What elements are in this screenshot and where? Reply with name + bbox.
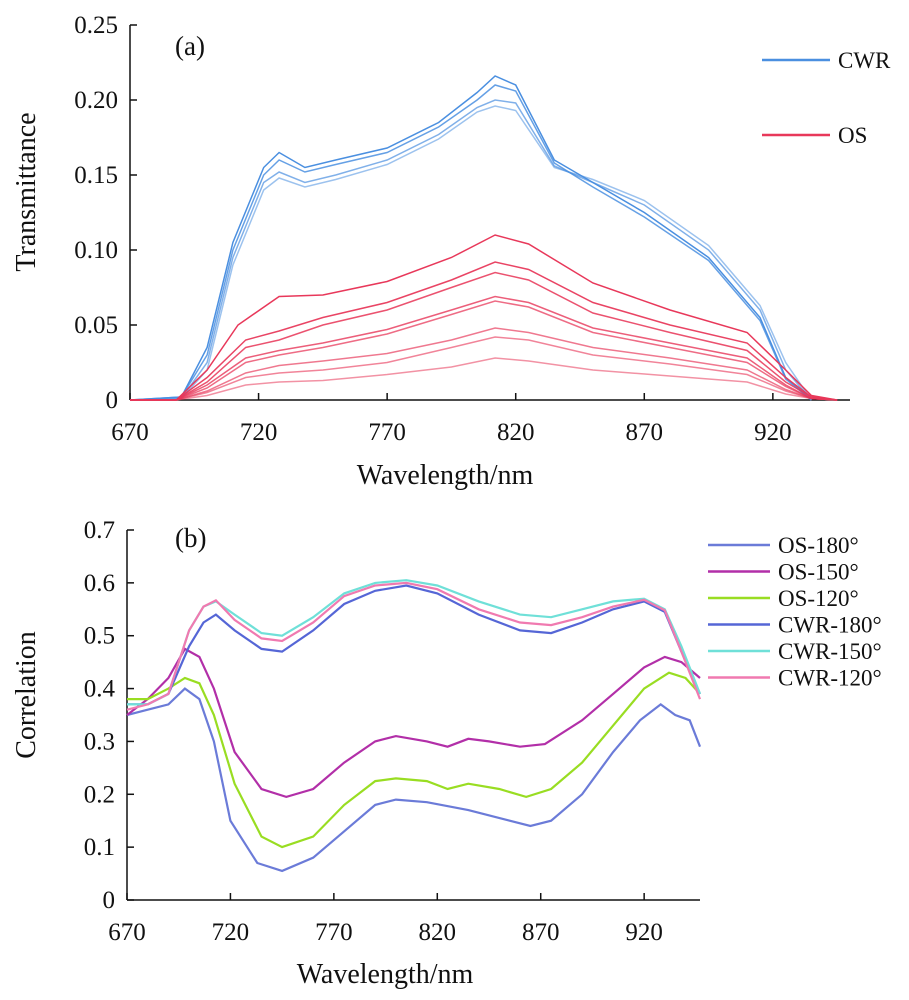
panel-b-correlation-chart: 0 0.1 0.2 0.3 0.4 0.5 0.6 0.7 670 720 770 820 870 92…	[11, 517, 882, 990]
panel-b-x-axis-title: Wavelength/nm	[297, 959, 474, 990]
panel-b-y-tick-label: 0.1	[84, 834, 115, 861]
panel-b-y-tick-label: 0.4	[84, 676, 116, 703]
panel-b-y-tick-label: 0.6	[84, 570, 115, 597]
panel-b-y-axis-title: Correlation	[11, 631, 42, 759]
panel-b-y-tick-label: 0.5	[84, 623, 115, 650]
panel-a-y-tick-label: 0.20	[74, 87, 118, 114]
panel-a-x-tick-label: 920	[754, 419, 792, 446]
panel-a-series-line-cwr-3	[129, 105, 813, 401]
panel-a-legend-label: CWR	[838, 48, 891, 73]
panel-b-x-tick-label: 670	[108, 919, 146, 946]
panel-a-series-line-os-3	[130, 295, 838, 401]
panel-b-legend-label: CWR-120°	[778, 666, 882, 691]
panel-a-series-line-os-0	[130, 234, 838, 401]
panel-a-y-tick-label: 0.15	[74, 162, 118, 189]
panel-a-series-line-os-7	[130, 357, 838, 401]
panel-b-label: (b)	[175, 523, 206, 553]
panel-a-series-line-os-4	[130, 300, 838, 401]
panel-a-x-tick-label: 870	[626, 419, 664, 446]
panel-a-x-axis-title: Wavelength/nm	[357, 460, 534, 491]
panel-b-series-line-cwr-120--0	[126, 581, 702, 711]
panel-b-legend-label: OS-150°	[778, 560, 859, 585]
panel-a-x-tick-label: 670	[111, 419, 149, 446]
panel-a-y-axis-title: Transmittance	[11, 112, 42, 271]
panel-b-series-line-os-150--0	[126, 647, 701, 799]
panel-a-x-tick-label: 720	[240, 419, 278, 446]
panel-b-x-tick-label: 720	[212, 919, 250, 946]
panel-b-series-line-os-120--0	[127, 671, 701, 849]
panel-a-series-line-cwr-0	[129, 75, 812, 401]
panel-b-legend-label: CWR-180°	[778, 613, 882, 638]
panel-a-label: (a)	[175, 31, 205, 61]
panel-b-x-tick-label: 920	[625, 919, 663, 946]
panel-b-y-tick-label: 0.2	[84, 781, 115, 808]
panel-a-series-line-os-2	[130, 271, 838, 401]
panel-a-y-tick-label: 0.05	[74, 312, 118, 339]
panel-b-series-line-cwr-180--0	[127, 584, 702, 706]
panel-b-legend-label: CWR-150°	[778, 639, 882, 664]
panel-a-x-tick-label: 770	[368, 419, 406, 446]
panel-b-y-tick-label: 0	[103, 887, 116, 914]
panel-a-series-line-os-5	[130, 327, 838, 401]
panel-a-y-tick-label: 0.25	[74, 12, 118, 39]
panel-a-transmittance-chart: 0 0.05 0.10 0.15 0.20 0.25 670 720 770 820 870 920…	[11, 12, 891, 491]
panel-b-series-line-os-180--0	[126, 687, 702, 873]
panel-a-series-line-os-1	[130, 261, 838, 401]
panel-a-y-tick-label: 0.10	[74, 237, 118, 264]
panel-b-legend-label: OS-180°	[778, 533, 859, 558]
panel-b-x-tick-label: 870	[522, 919, 560, 946]
panel-b-legend-label: OS-120°	[778, 586, 859, 611]
panel-a-legend-label: OS	[838, 123, 867, 148]
panel-b-x-tick-label: 770	[315, 919, 353, 946]
panel-b-y-tick-label: 0.7	[84, 517, 115, 544]
panel-a-series-line-os-6	[130, 336, 838, 401]
panel-a-y-tick-label: 0	[106, 387, 119, 414]
panel-a-x-tick-label: 820	[497, 419, 535, 446]
panel-b-y-tick-label: 0.3	[84, 728, 115, 755]
panel-a-series-line-cwr-2	[129, 99, 812, 401]
panel-b-x-tick-label: 820	[419, 919, 457, 946]
panel-a-series-line-cwr-1	[129, 84, 812, 401]
